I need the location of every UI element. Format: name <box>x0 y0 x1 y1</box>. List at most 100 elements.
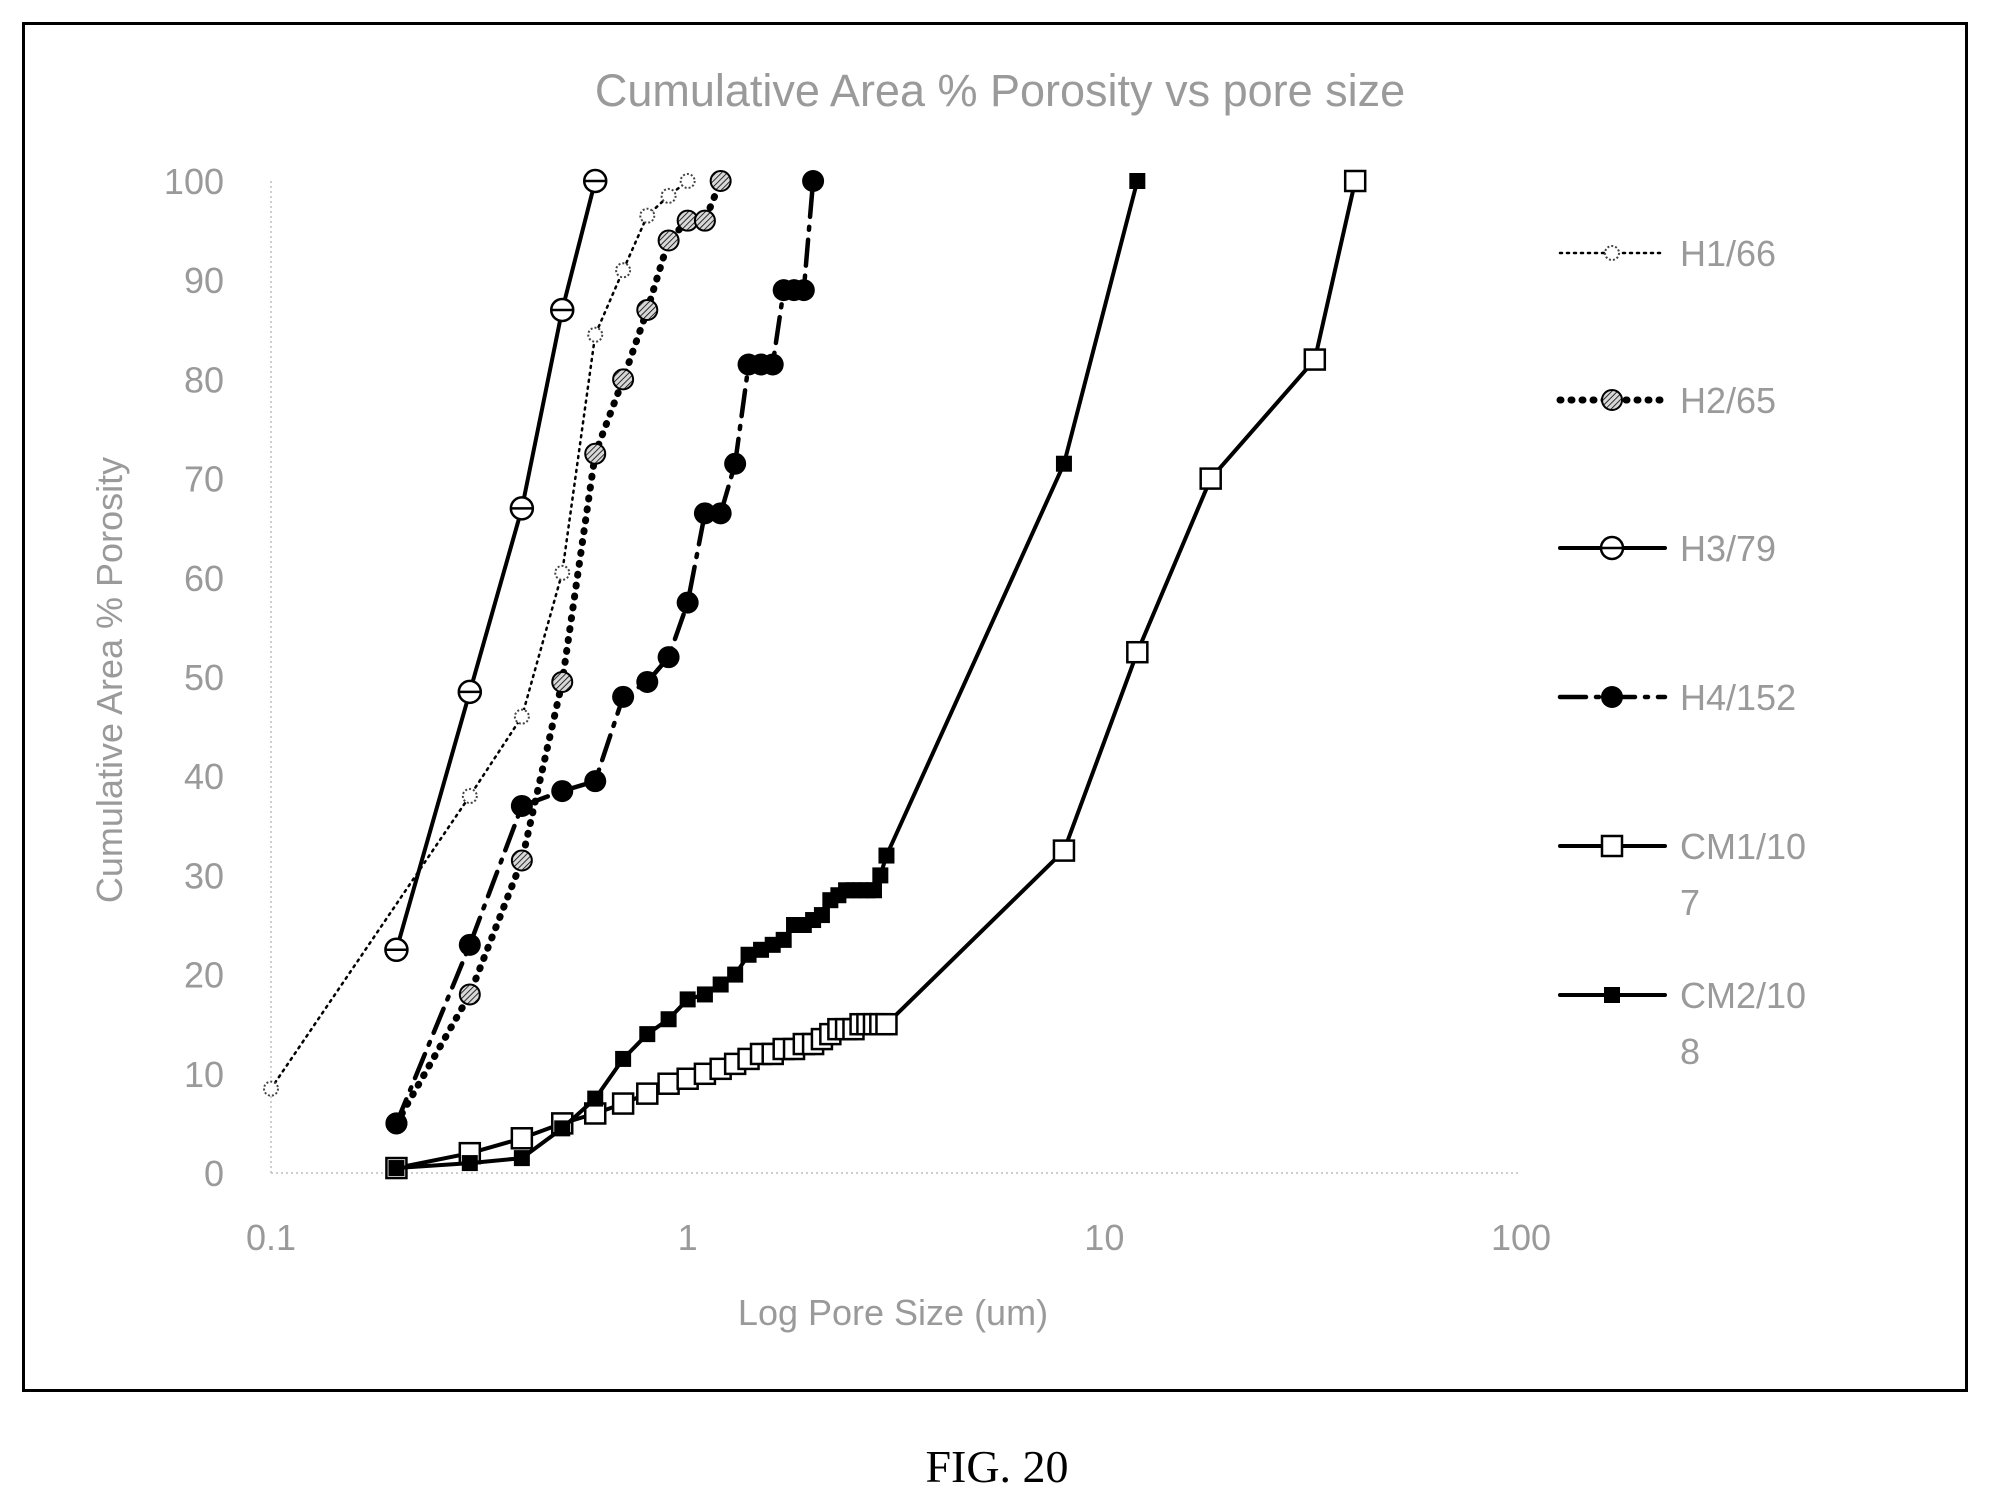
data-point <box>709 170 732 192</box>
data-point <box>587 1090 604 1107</box>
data-point <box>875 1012 898 1036</box>
data-point <box>740 946 757 963</box>
y-tick-label: 30 <box>184 855 224 896</box>
data-point <box>1055 455 1072 472</box>
data-point <box>510 1127 534 1150</box>
series-cm1-107 <box>385 169 1367 1180</box>
data-point <box>384 937 409 963</box>
data-point <box>636 670 659 693</box>
data-point <box>679 991 696 1008</box>
data-point <box>510 849 533 872</box>
y-tick-label: 50 <box>184 657 224 698</box>
data-point <box>549 297 575 323</box>
legend-label: H3/79 <box>1680 528 1776 569</box>
data-point <box>639 1026 656 1043</box>
chart-title: Cumulative Area % Porosity vs pore size <box>595 65 1405 116</box>
legend-item: H1/66 <box>1558 233 1776 274</box>
y-tick-label: 40 <box>184 756 224 797</box>
legend-marker <box>1604 987 1620 1003</box>
y-tick-label: 60 <box>184 558 224 599</box>
data-point <box>615 1050 632 1067</box>
y-tick-label: 0 <box>204 1153 224 1194</box>
data-point <box>657 1072 680 1095</box>
data-point <box>639 207 656 224</box>
legend-marker <box>1601 389 1623 411</box>
data-point <box>551 780 574 803</box>
y-tick-label: 100 <box>164 161 224 202</box>
y-axis-label: Cumulative Area % Porosity <box>89 457 130 903</box>
data-point <box>872 867 889 884</box>
legend-marker <box>1600 834 1624 858</box>
legend-label: H4/152 <box>1680 677 1796 718</box>
data-point <box>457 679 483 705</box>
data-point <box>696 986 713 1003</box>
legend-item: H3/79 <box>1558 528 1776 569</box>
axes: 0 10 20 30 40 50 60 70 80 90 100 0.1 1 10 100 <box>164 161 1551 1258</box>
data-point <box>660 187 677 204</box>
data-point <box>676 591 699 614</box>
data-point <box>458 933 481 956</box>
data-point <box>615 262 632 279</box>
data-point <box>636 1082 659 1105</box>
legend-marker <box>1599 535 1625 561</box>
legend-label: 7 <box>1680 882 1700 923</box>
series-cm2-108 <box>388 173 1146 1177</box>
data-point <box>657 646 680 669</box>
data-point <box>636 298 659 321</box>
data-point <box>461 1155 478 1172</box>
legend-marker <box>1604 245 1620 261</box>
series-line <box>394 178 816 1126</box>
series-line <box>394 179 598 952</box>
data-point <box>1343 169 1367 193</box>
legend-label: 8 <box>1680 1031 1700 1072</box>
figure-caption: FIG. 20 <box>925 1441 1069 1492</box>
data-point <box>693 502 716 525</box>
data-point <box>1199 467 1222 490</box>
x-tick-label: 1 <box>678 1217 698 1258</box>
data-point <box>510 794 533 817</box>
data-point <box>1052 839 1076 862</box>
legend-marker <box>1601 686 1623 708</box>
legend-item: H2/65 <box>1556 380 1776 421</box>
data-point <box>612 368 635 391</box>
data-point <box>792 279 815 302</box>
data-point <box>878 847 895 864</box>
data-point <box>388 1160 405 1177</box>
series-line <box>394 179 1140 1170</box>
data-point <box>712 976 729 993</box>
x-tick-label: 100 <box>1491 1217 1551 1258</box>
data-point <box>584 770 607 793</box>
data-point <box>554 564 571 581</box>
data-point <box>679 173 696 189</box>
data-point <box>461 788 478 805</box>
data-point <box>385 1112 408 1135</box>
x-axis-label: Log Pore Size (um) <box>738 1292 1048 1333</box>
data-point <box>612 685 635 708</box>
data-point <box>802 170 825 192</box>
data-point <box>709 502 732 525</box>
data-point <box>263 1080 279 1097</box>
data-point <box>775 931 792 948</box>
data-point <box>513 708 530 725</box>
legend-label: H2/65 <box>1680 380 1776 421</box>
y-tick-label: 90 <box>184 260 224 301</box>
data-point <box>657 229 680 252</box>
data-point <box>660 1011 677 1028</box>
x-tick-label: 0.1 <box>246 1217 296 1258</box>
data-point <box>458 983 481 1006</box>
data-point <box>584 442 607 465</box>
series-h3-79 <box>384 168 608 963</box>
data-point <box>1126 640 1149 664</box>
legend-item: CM2/10 8 <box>1558 975 1806 1072</box>
legend-item: H4/152 <box>1557 677 1796 718</box>
series-h1-66 <box>263 173 696 1097</box>
legend-item: CM1/10 7 <box>1558 826 1806 923</box>
data-point <box>724 452 747 475</box>
data-point <box>582 168 608 194</box>
y-tick-label: 70 <box>184 459 224 500</box>
series-h4-152 <box>385 170 825 1135</box>
legend-label: CM2/10 <box>1680 975 1806 1016</box>
data-point <box>509 496 535 521</box>
legend: H1/66 H2/65 H3/79 H4/152 CM1/10 7 CM2/10 8 <box>1556 233 1806 1072</box>
x-tick-label: 10 <box>1084 1217 1124 1258</box>
